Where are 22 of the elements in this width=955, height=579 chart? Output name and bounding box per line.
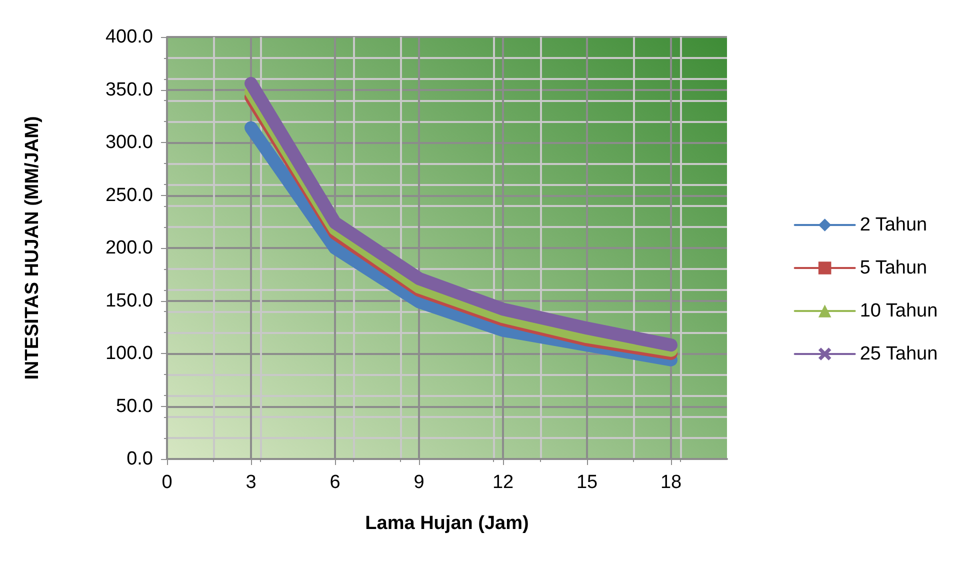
y-tick-label: 100.0: [105, 343, 153, 364]
y-tick-label: 300.0: [105, 132, 153, 153]
x-tick-label: 18: [660, 472, 682, 493]
y-tick-label: 200.0: [105, 238, 153, 258]
y-tick-label: 0.0: [126, 448, 153, 470]
x-tick-label: 0: [162, 472, 172, 493]
legend-label: 25 Tahun: [860, 344, 938, 364]
x-tick-label: 9: [414, 472, 424, 493]
x-tick-label: 3: [246, 472, 256, 493]
legend-label: 5 Tahun: [860, 258, 928, 278]
y-tick-label: 50.0: [116, 396, 153, 417]
y-axis-title: INTESITAS HUJAN (MM/JAM): [22, 116, 43, 380]
legend-label: 2 Tahun: [860, 214, 928, 236]
y-tick-label: 250.0: [105, 184, 153, 206]
x-tick-label: 6: [330, 472, 340, 493]
y-tick-label: 150.0: [105, 290, 153, 312]
y-tick-label: 350.0: [105, 79, 153, 100]
x-axis-title: Lama Hujan (Jam): [365, 513, 529, 534]
y-tick-label: 400.0: [105, 26, 153, 48]
legend-label: 10 Tahun: [860, 300, 938, 322]
x-tick-label: 15: [576, 472, 598, 493]
x-tick-label: 12: [492, 472, 514, 493]
